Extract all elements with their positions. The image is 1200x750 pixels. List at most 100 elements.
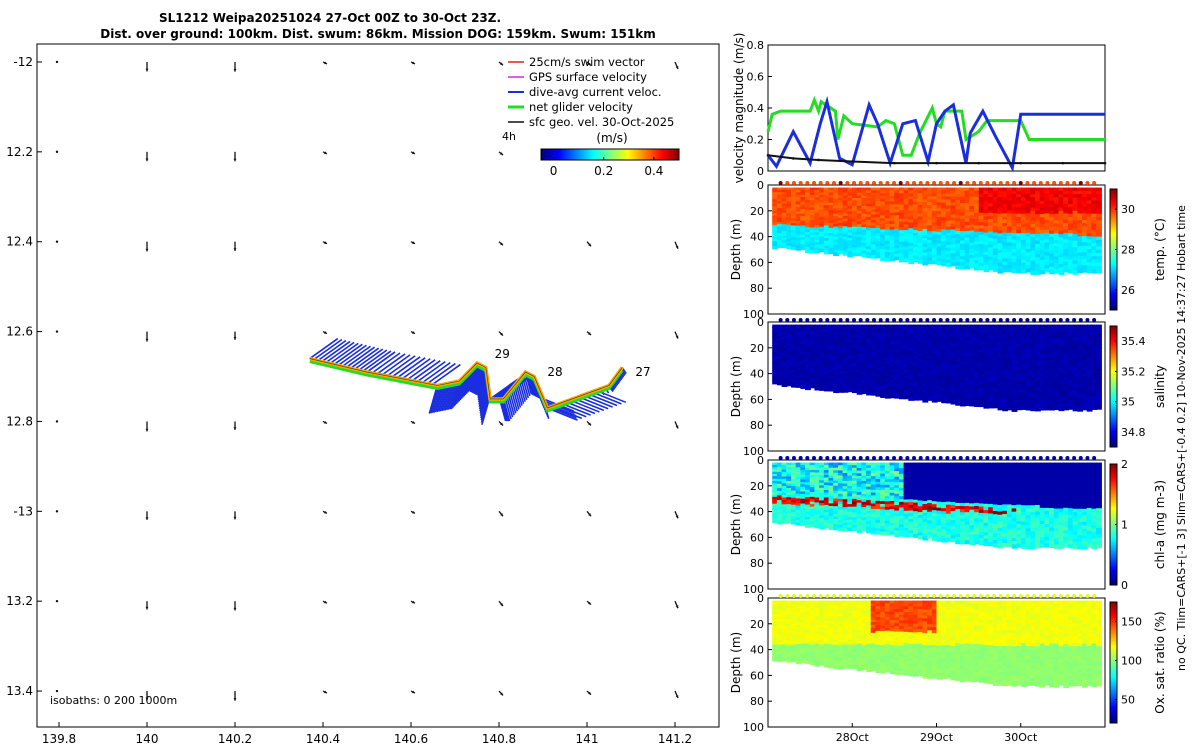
section-cell	[1011, 347, 1018, 353]
section-cell	[823, 248, 830, 252]
section-cell	[823, 222, 830, 227]
section-cell	[1039, 250, 1046, 255]
section-cell	[908, 344, 915, 349]
section-cell	[875, 384, 882, 389]
section-cell	[945, 259, 952, 264]
section-cell	[842, 496, 849, 501]
section-cell	[837, 511, 844, 516]
section-cell	[969, 187, 976, 192]
section-cell	[795, 505, 802, 509]
section-cell	[978, 244, 985, 249]
section-cell	[823, 230, 830, 235]
section-cell	[786, 222, 793, 226]
section-cell	[861, 358, 868, 363]
section-cell	[922, 187, 929, 192]
section-cell	[936, 350, 943, 355]
section-cell	[842, 192, 849, 197]
section-cell	[776, 347, 783, 351]
scale-label: 4h	[502, 130, 516, 143]
section-cell	[1058, 334, 1065, 339]
section-cell	[983, 245, 990, 250]
section-cell	[988, 256, 994, 261]
section-cell	[1082, 232, 1088, 238]
section-cell	[936, 214, 943, 219]
section-cell	[800, 334, 807, 338]
section-cell	[814, 219, 821, 224]
dac-vector	[366, 351, 396, 373]
section-cell	[776, 340, 783, 344]
colorbar-cell	[603, 149, 605, 160]
section-cell	[1049, 263, 1055, 268]
section-cell	[842, 365, 849, 370]
section-cell	[814, 367, 821, 371]
section-cell	[828, 349, 835, 354]
section-cell	[795, 360, 802, 364]
section-cell	[913, 215, 919, 220]
section-cell	[1006, 353, 1013, 359]
section-cell	[997, 200, 1004, 205]
section-colorbar-cell	[1110, 386, 1117, 390]
figure-title-line2: Dist. over ground: 100km. Dist. swum: 86…	[100, 27, 656, 41]
section-cell	[1030, 217, 1037, 222]
section-cell	[927, 242, 933, 247]
section-cell	[828, 339, 835, 344]
section-cell	[823, 215, 830, 219]
section-cell	[1077, 203, 1084, 209]
section-cell	[1063, 268, 1070, 273]
section-cell	[927, 248, 933, 253]
section-cell	[889, 232, 896, 237]
section-cell	[922, 377, 929, 382]
section-cell	[800, 489, 807, 493]
section-cell	[856, 337, 863, 342]
section-cell	[1044, 194, 1051, 199]
section-cell	[1039, 353, 1046, 359]
section-cell	[847, 200, 854, 205]
section-colorbar-cell	[1110, 223, 1117, 226]
section-cell	[927, 344, 933, 349]
section-colorbar-cell	[1110, 330, 1117, 333]
dac-vector	[317, 339, 347, 362]
section-cbar-label: temp. (°C)	[1153, 218, 1167, 281]
section-cell	[781, 367, 788, 371]
section-cell	[828, 334, 835, 339]
section-cell	[819, 354, 825, 359]
section-cell	[856, 216, 863, 220]
section-cell	[913, 204, 919, 209]
section-cell	[786, 213, 793, 217]
section-cell	[823, 377, 830, 382]
section-cell	[1091, 344, 1098, 349]
section-cell	[1053, 347, 1060, 352]
section-cell	[988, 209, 994, 214]
section-cell	[997, 217, 1004, 222]
section-cell	[772, 503, 779, 507]
section-cell	[833, 329, 840, 334]
section-cell	[856, 377, 863, 382]
section-cell	[1020, 243, 1027, 248]
section-cell	[969, 380, 976, 385]
section-cell	[964, 228, 971, 233]
section-cell	[1044, 360, 1051, 365]
section-cell	[1039, 380, 1046, 385]
section-cell	[974, 371, 980, 376]
section-cell	[884, 361, 891, 365]
section-cell	[931, 371, 938, 376]
section-cell	[917, 204, 924, 209]
section-cell	[983, 372, 990, 377]
section-cell	[1096, 266, 1102, 271]
section-cell	[1020, 269, 1027, 274]
section-cell	[805, 474, 811, 479]
section-cell	[847, 347, 854, 352]
section-cell	[828, 212, 835, 217]
colorbar-cell	[628, 149, 630, 160]
section-cell	[1053, 327, 1060, 333]
section-cell	[809, 239, 816, 244]
section-cell	[1049, 213, 1055, 219]
section-cell	[1011, 233, 1018, 238]
section-cell	[805, 384, 811, 388]
section-cell	[1039, 373, 1046, 378]
section-cell	[1067, 382, 1074, 388]
section-cell	[950, 382, 957, 387]
section-cell	[1086, 249, 1093, 254]
section-cell	[772, 210, 779, 215]
sfc-arrow-head	[233, 698, 237, 701]
